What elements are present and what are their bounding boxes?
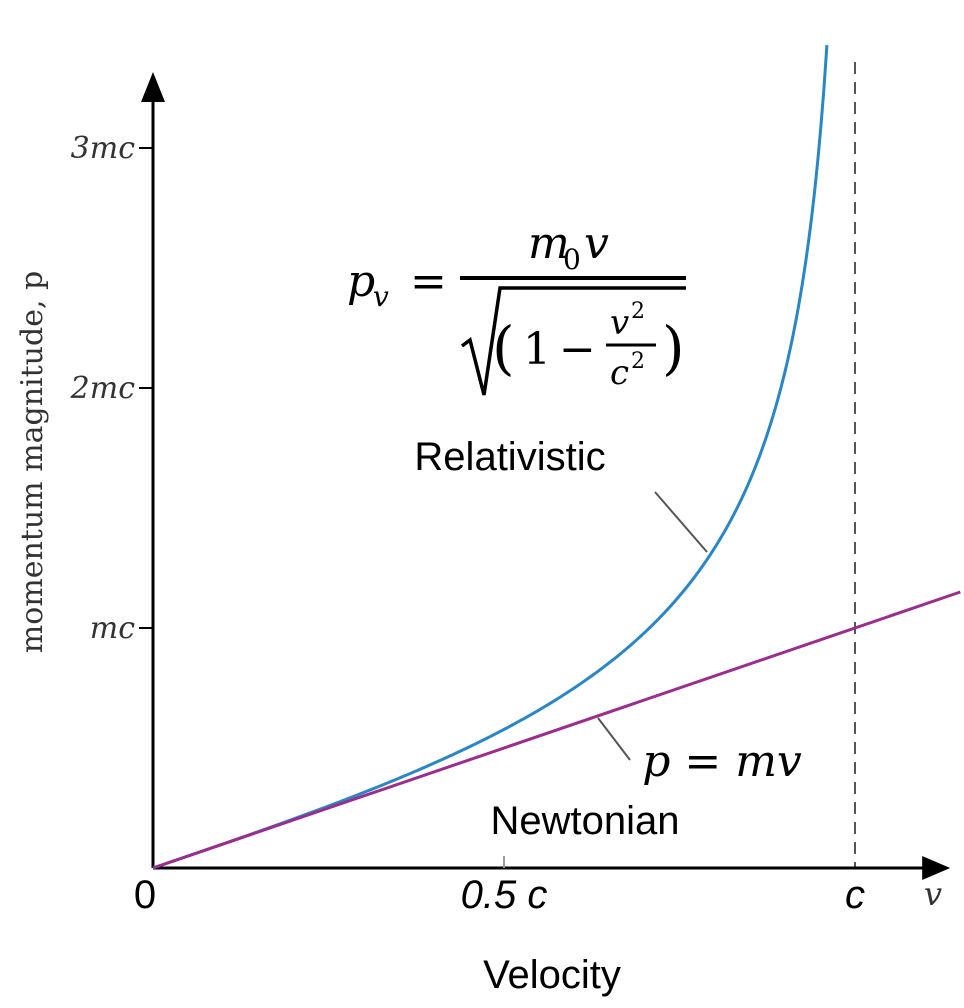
relativistic-equation: p v = m 0 v ( 1 − v 2 c 2 ): [347, 218, 686, 396]
eq-c-squared: c: [610, 353, 629, 393]
newtonian-line: [152, 590, 961, 870]
y-tick-label: mc: [90, 611, 135, 646]
x-tick-label: 0: [134, 873, 156, 917]
x-tick-label: c: [845, 873, 865, 917]
x-axis-arrowhead: [922, 856, 951, 880]
newtonian-leader-line: [597, 717, 631, 761]
x-axis-symbol: v: [924, 875, 942, 913]
eq-lhs: p: [347, 256, 375, 307]
newtonian-equation: p = mv: [642, 736, 802, 787]
relativistic-label: Relativistic: [414, 435, 605, 479]
x-axis-label: Velocity: [483, 953, 621, 997]
x-tick-label: 0.5 c: [461, 873, 548, 917]
eq-open-paren: (: [492, 314, 515, 382]
eq-sqrt-sign: [460, 286, 686, 396]
eq-close-paren: ): [662, 314, 685, 382]
x-tick-group: 0 0.5 c c: [134, 856, 865, 917]
eq-minus: −: [559, 324, 596, 375]
eq-lhs-sub: v: [373, 280, 389, 313]
eq-numerator-var: v: [584, 218, 609, 269]
eq-one: 1: [523, 324, 551, 375]
y-tick-label: 2mc: [70, 371, 136, 406]
eq-numerator: m: [528, 218, 570, 269]
eq-c-exp: 2: [631, 349, 645, 374]
y-tick-label: 3mc: [71, 131, 136, 166]
eq-v-exp: 2: [631, 299, 645, 324]
newtonian-label: Newtonian: [490, 799, 679, 843]
eq-equals: =: [410, 256, 447, 307]
y-axis-arrowhead: [141, 72, 165, 102]
eq-v-squared: v: [610, 303, 629, 343]
y-tick-group: mc 2mc 3mc: [70, 131, 153, 646]
relativistic-leader-line: [654, 491, 708, 553]
y-axis-label: momentum magnitude, p: [15, 271, 50, 653]
eq-numerator-sub: 0: [563, 243, 581, 276]
